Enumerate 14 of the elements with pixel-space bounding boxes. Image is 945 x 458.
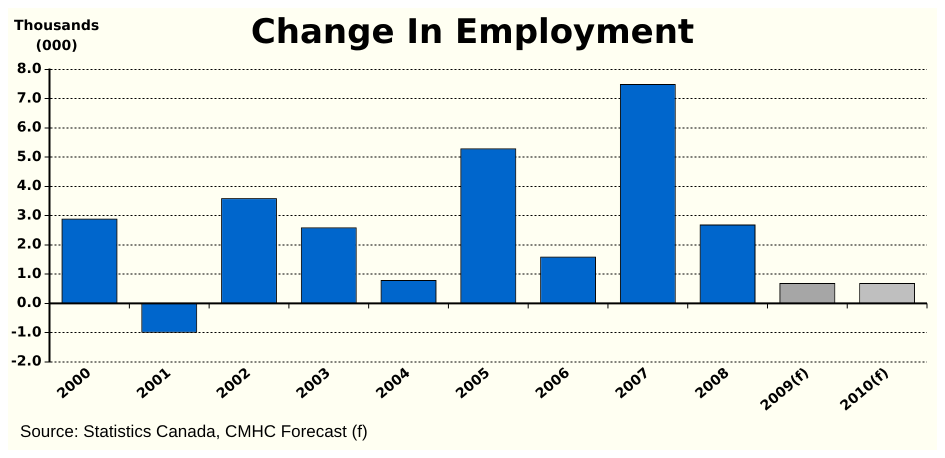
y-tick-label: 7.0 [16, 90, 42, 106]
y-tick-label: 3.0 [16, 207, 42, 224]
y-tick-label: 6.0 [16, 120, 42, 136]
y-tick-label: -2.0 [10, 354, 42, 370]
y-tick-label: 5.0 [16, 148, 42, 165]
y-tick-label: 4.0 [16, 178, 42, 194]
chart-title: Change In Employment [250, 12, 694, 52]
y-tick-label: 8.0 [16, 61, 42, 78]
source-note: Source: Statistics Canada, CMHC Forecast (f) [20, 422, 368, 442]
y-tick-label: 2.0 [16, 236, 42, 253]
y-tick-label: 0.0 [16, 295, 42, 312]
y-tick-label: 1.0 [16, 266, 42, 282]
y-axis-title: Thousands (000) [14, 17, 100, 56]
y-tick-label: -1.0 [10, 324, 42, 340]
